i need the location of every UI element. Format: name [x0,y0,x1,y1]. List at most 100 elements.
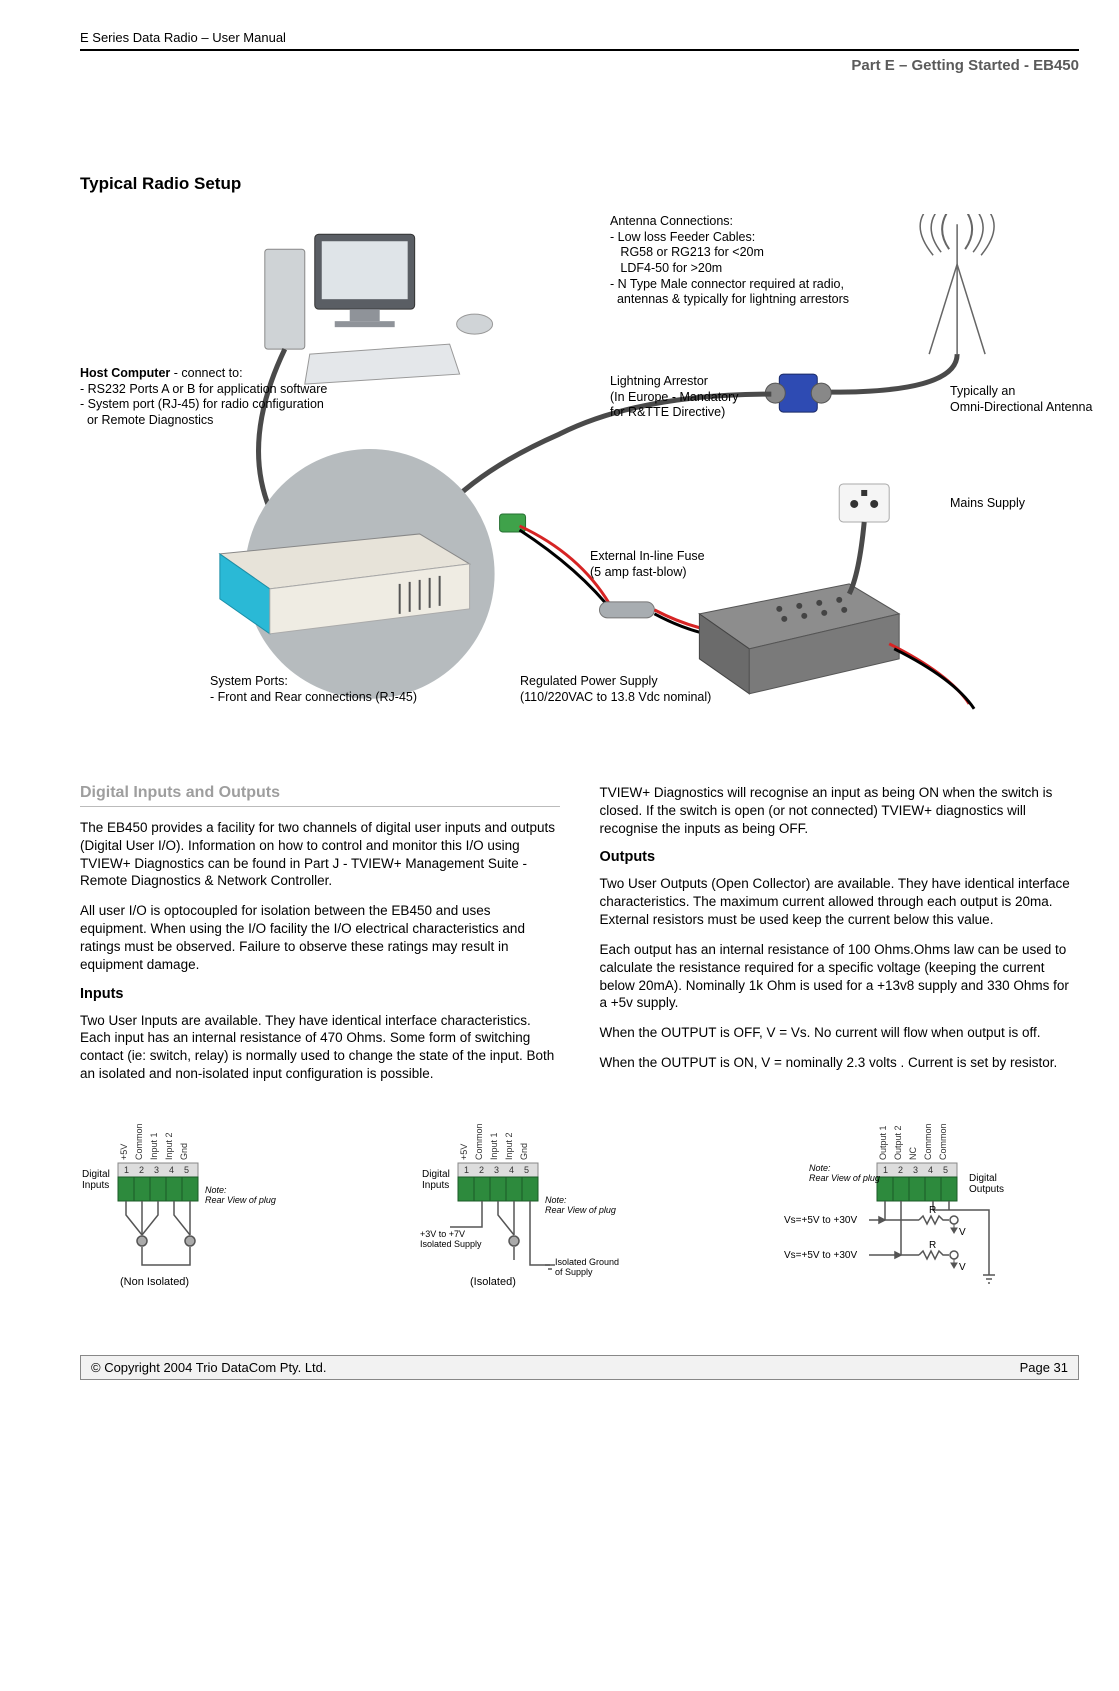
host-l1: - RS232 Ports A or B for application sof… [80,382,327,396]
svg-text:Gnd: Gnd [519,1143,529,1160]
host-suffix: - connect to: [170,366,242,380]
svg-text:Input 2: Input 2 [164,1132,174,1160]
setup-diagram: Antenna Connections: - Low loss Feeder C… [80,214,1079,744]
svg-text:+5V: +5V [119,1143,129,1159]
page-number: Page 31 [1020,1360,1068,1375]
svg-text:Note:Rear View of plug: Note:Rear View of plug [809,1163,880,1183]
svg-text:V: V [959,1227,966,1238]
svg-text:R: R [929,1205,936,1216]
omni-annotation: Typically an Omni-Directional Antenna [950,384,1110,415]
svg-text:Note:Rear View of plug: Note:Rear View of plug [205,1185,276,1205]
io-heading: Digital Inputs and Outputs [80,784,560,807]
svg-text:Output 1: Output 1 [878,1125,888,1160]
outputs-heading: Outputs [600,849,1080,865]
omni-l2: Omni-Directional Antenna [950,400,1092,414]
svg-text:5: 5 [184,1165,189,1175]
antenna-l4: - N Type Male connector required at radi… [610,277,844,291]
svg-text:Input 1: Input 1 [489,1132,499,1160]
io-pr1: TVIEW+ Diagnostics will recognise an inp… [600,784,1080,837]
svg-text:3: 3 [154,1165,159,1175]
psu-l1: Regulated Power Supply [520,674,658,688]
io-pr4: When the OUTPUT is OFF, V = Vs. No curre… [600,1024,1080,1042]
svg-text:Output 2: Output 2 [893,1125,903,1160]
right-column: TVIEW+ Diagnostics will recognise an inp… [600,784,1080,1095]
section-heading-setup: Typical Radio Setup [80,174,1079,194]
svg-text:DigitalInputs: DigitalInputs [422,1169,450,1191]
svg-text:1: 1 [883,1165,888,1175]
psu-annotation: Regulated Power Supply (110/220VAC to 13… [520,674,770,705]
svg-text:DigitalOutputs: DigitalOutputs [969,1173,1004,1195]
antenna-l5: antennas & typically for lightning arres… [610,292,849,306]
mains-annotation: Mains Supply [950,496,1025,512]
fuse-l2: (5 amp fast-blow) [590,565,687,579]
part-label: Part E – Getting Started - EB450 [80,57,1079,74]
fuse-l1: External In-line Fuse [590,549,705,563]
svg-text:2: 2 [479,1165,484,1175]
io-p1: The EB450 provides a facility for two ch… [80,819,560,890]
lightning-l2: (In Europe - Mandatory [610,390,739,404]
antenna-annotation: Antenna Connections: - Low loss Feeder C… [610,214,920,308]
lightning-l1: Lightning Arrestor [610,374,708,388]
host-title: Host Computer [80,366,170,380]
sysports-l2: - Front and Rear connections (RJ-45) [210,690,417,704]
svg-text:Common: Common [474,1123,484,1160]
setup-illustration [80,214,1079,744]
antenna-l2: RG58 or RG213 for <20m [610,245,764,259]
svg-text:+3V to +7VIsolated Supply: +3V to +7VIsolated Supply [420,1229,482,1249]
svg-text:4: 4 [509,1165,514,1175]
svg-text:R: R [929,1240,936,1251]
io-p2: All user I/O is optocoupled for isolatio… [80,902,560,973]
lightning-l3: for R&TTE Directive) [610,405,725,419]
terminal-diagrams: +5V Common Input 1 Input 2 Gnd 1 2 3 4 5… [80,1115,1079,1295]
host-l3: or Remote Diagnostics [80,413,213,427]
svg-text:Vs=+5V to +30V: Vs=+5V to +30V [784,1250,857,1261]
svg-text:4: 4 [928,1165,933,1175]
diagram-isolated: +5V Common Input 1 Input 2 Gnd 1 2 3 4 5… [420,1115,640,1295]
io-pr5: When the OUTPUT is ON, V = nominally 2.3… [600,1054,1080,1072]
svg-text:Common: Common [938,1123,948,1160]
svg-text:DigitalInputs: DigitalInputs [82,1169,110,1191]
svg-text:1: 1 [464,1165,469,1175]
io-pr3: Each output has an internal resistance o… [600,941,1080,1012]
svg-text:3: 3 [913,1165,918,1175]
svg-text:4: 4 [169,1165,174,1175]
svg-text:Isolated Groundof Supply: Isolated Groundof Supply [555,1257,619,1277]
left-column: Digital Inputs and Outputs The EB450 pro… [80,784,560,1095]
svg-text:Note:Rear View of plug: Note:Rear View of plug [545,1195,616,1215]
svg-text:1: 1 [124,1165,129,1175]
host-l2: - System port (RJ-45) for radio configur… [80,397,324,411]
io-pr2: Two User Outputs (Open Collector) are av… [600,875,1080,928]
antenna-l1: - Low loss Feeder Cables: [610,230,755,244]
svg-text:Vs=+5V to +30V: Vs=+5V to +30V [784,1215,857,1226]
svg-text:V: V [959,1262,966,1273]
svg-text:Input 2: Input 2 [504,1132,514,1160]
svg-text:Common: Common [923,1123,933,1160]
io-p3: Two User Inputs are available. They have… [80,1012,560,1083]
svg-text:2: 2 [898,1165,903,1175]
host-annotation: Host Computer - connect to: - RS232 Port… [80,366,400,429]
manual-title: E Series Data Radio – User Manual [80,30,1079,51]
svg-text:Common: Common [134,1123,144,1160]
diagram-outputs: Output 1 Output 2 NC Common Common 1 2 3… [779,1115,1079,1295]
antenna-l3: LDF4-50 for >20m [610,261,722,275]
svg-text:5: 5 [943,1165,948,1175]
fuse-annotation: External In-line Fuse (5 amp fast-blow) [590,549,750,580]
svg-text:NC: NC [908,1146,918,1159]
copyright: © Copyright 2004 Trio DataCom Pty. Ltd. [91,1360,327,1375]
psu-l2: (110/220VAC to 13.8 Vdc nominal) [520,690,711,704]
omni-l1: Typically an [950,384,1015,398]
lightning-annotation: Lightning Arrestor (In Europe - Mandator… [610,374,770,421]
inputs-heading: Inputs [80,986,560,1002]
svg-text:3: 3 [494,1165,499,1175]
svg-text:(Isolated): (Isolated) [470,1276,516,1288]
svg-text:2: 2 [139,1165,144,1175]
svg-text:5: 5 [524,1165,529,1175]
sysports-l1: System Ports: [210,674,288,688]
svg-text:Gnd: Gnd [179,1143,189,1160]
diagram-non-isolated: +5V Common Input 1 Input 2 Gnd 1 2 3 4 5… [80,1115,280,1295]
svg-text:Input 1: Input 1 [149,1132,159,1160]
antenna-title: Antenna Connections: [610,214,733,228]
sysports-annotation: System Ports: - Front and Rear connectio… [210,674,480,705]
page-footer: © Copyright 2004 Trio DataCom Pty. Ltd. … [80,1355,1079,1380]
svg-text:(Non Isolated): (Non Isolated) [120,1276,189,1288]
